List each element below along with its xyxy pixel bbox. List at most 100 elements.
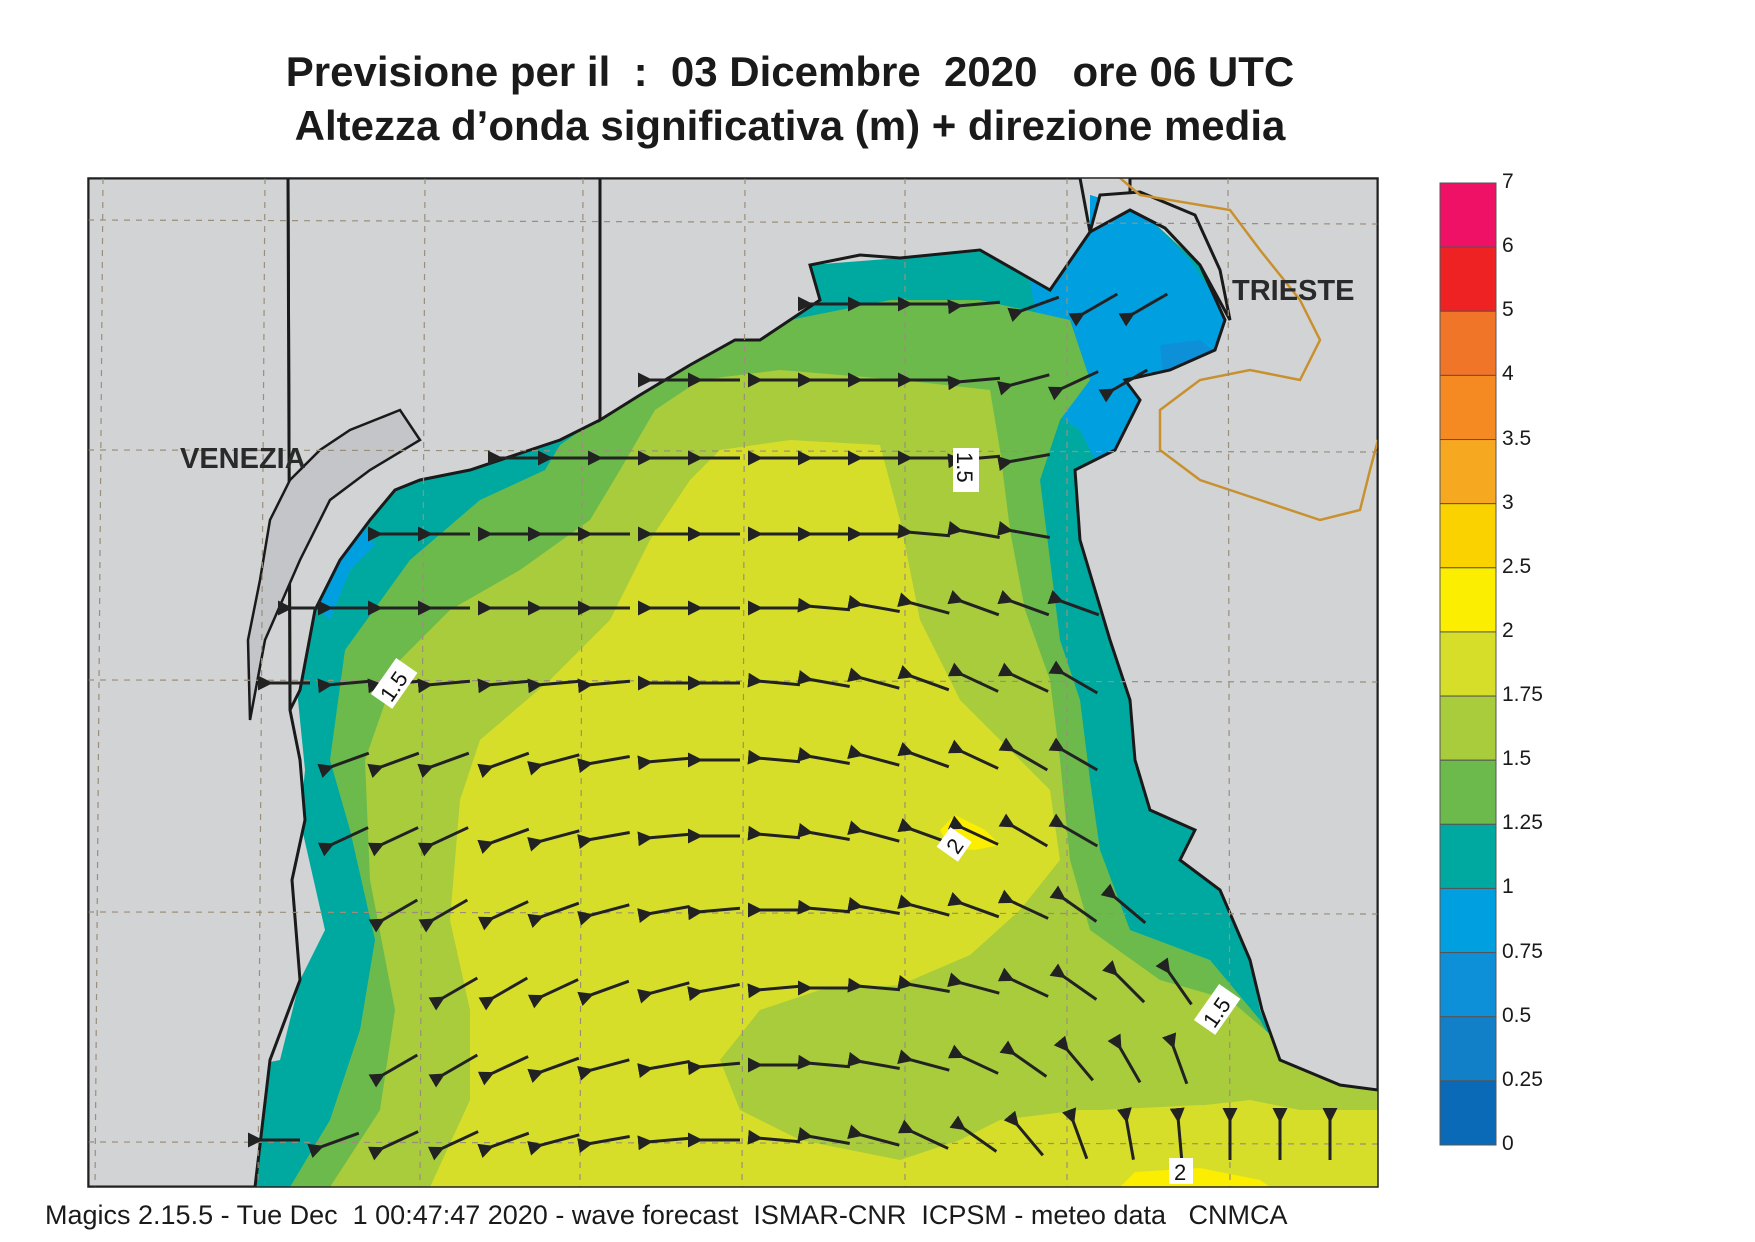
wave-arrow [997,967,1049,998]
wave-arrow [947,299,1001,315]
colorbar-swatch [1439,182,1497,248]
wave-arrow [797,1127,850,1145]
wave-arrow [307,1131,360,1158]
map-frame-contents [88,178,1378,1187]
colorbar-label: 4 [1502,362,1514,386]
wave-arrow [577,903,630,926]
wave-arrow [847,820,900,843]
wave-arrow [1048,737,1099,772]
wave-arrow [847,977,901,993]
contour-label-5: 2 [1169,1158,1193,1185]
wave-arrow [1047,590,1100,617]
colorbar-swatch [1439,310,1497,376]
footer-credits: Magics 2.15.5 - Tue Dec 1 00:47:47 2020 … [45,1200,1288,1230]
wave-arrow [797,597,851,613]
wave-direction-arrows [248,292,1338,1161]
wave-arrow [478,976,529,1011]
wave-arrow [477,751,530,778]
wave-arrow [637,981,690,1004]
wave-arrow [1007,295,1060,322]
colorbar-label: 0.25 [1502,1067,1543,1091]
wave-arrow [1162,1032,1189,1085]
sea-band-2 [430,440,1378,1187]
wave-arrow [999,1040,1048,1078]
wave-arrow [947,521,1000,539]
wave-arrow [847,1124,900,1147]
wave-arrow [1155,957,1193,1006]
colorbar-label: 3 [1502,490,1514,514]
colorbar-swatch [1439,823,1497,889]
colorbar-label: 1.5 [1502,747,1532,771]
wave-arrow [797,747,850,765]
contour-label-1: 1.5 [952,448,979,492]
wave-arrow [417,751,470,778]
wave-arrow [527,1056,580,1083]
colorbar-swatch [1439,567,1497,633]
wave-arrow [997,662,1049,693]
colorbar-swatch [1439,952,1497,1018]
wave-arrow [998,737,1049,772]
wave-arrow [847,1052,900,1070]
wave-arrow [428,1053,479,1088]
wave-arrow [747,983,801,999]
colorbar [1439,182,1497,1146]
wave-arrow [367,751,420,778]
wave-arrow [1169,1107,1185,1161]
colorbar-swatch [1439,631,1497,697]
wave-arrow [897,975,950,993]
wave-arrow [747,749,801,765]
colorbar-swatch [1439,695,1497,761]
wave-arrow [997,521,1050,539]
wave-arrow [847,744,900,767]
wave-arrow [797,1054,851,1070]
city-label-venezia: VENEZIA [180,443,306,475]
wave-arrow [1098,368,1149,403]
land-venezia-lagoon [246,408,422,721]
wave-arrow [747,1129,801,1145]
wave-arrow [797,670,850,688]
wave-arrow [417,826,469,857]
wave-arrow [637,831,691,847]
wave-arrow [847,595,900,613]
sea-band-1-venezia [310,520,375,620]
colorbar-swatch [1439,1016,1497,1082]
wave-arrow [998,813,1049,848]
wave-arrow [637,1135,691,1151]
colorbar-label: 0.75 [1502,939,1543,963]
wave-arrow [687,1060,741,1076]
wave-arrow [797,899,851,915]
colorbar-swatch [1439,759,1497,825]
wave-arrow [687,905,741,921]
wave-arrow [797,823,850,841]
sea-band-1 [1030,195,1230,470]
wave-arrow [477,1131,530,1158]
wave-arrow [947,662,999,693]
wave-arrow [477,1055,529,1086]
wave-arrow [897,1119,949,1150]
colorbar-swatch [1439,1080,1497,1146]
colorbar-swatch [1439,439,1497,505]
map-frame [87,177,1379,1188]
wave-arrow [997,453,1050,471]
colorbar-swatch [1439,503,1497,569]
national-border [1119,178,1378,522]
wave-arrow [897,523,951,539]
wave-arrow [947,739,999,770]
wave-arrow [1048,813,1099,848]
wave-arrow [368,898,419,933]
wave-arrow [947,972,1000,995]
wave-arrow [317,678,371,694]
wave-arrow [1048,660,1099,695]
colorbar-label: 2 [1502,618,1514,642]
wave-arrow [947,892,1000,919]
wave-arrow [637,1060,690,1078]
wave-arrow [427,1130,479,1161]
wave-arrow [947,375,1001,391]
wave-arrow [317,826,369,857]
wave-arrow [949,1115,998,1153]
land-north-coast [598,178,1092,423]
wave-arrow [897,592,950,615]
wave-arrow [1102,960,1146,1004]
wave-arrow [1118,292,1169,327]
wave-arrow [428,976,479,1011]
